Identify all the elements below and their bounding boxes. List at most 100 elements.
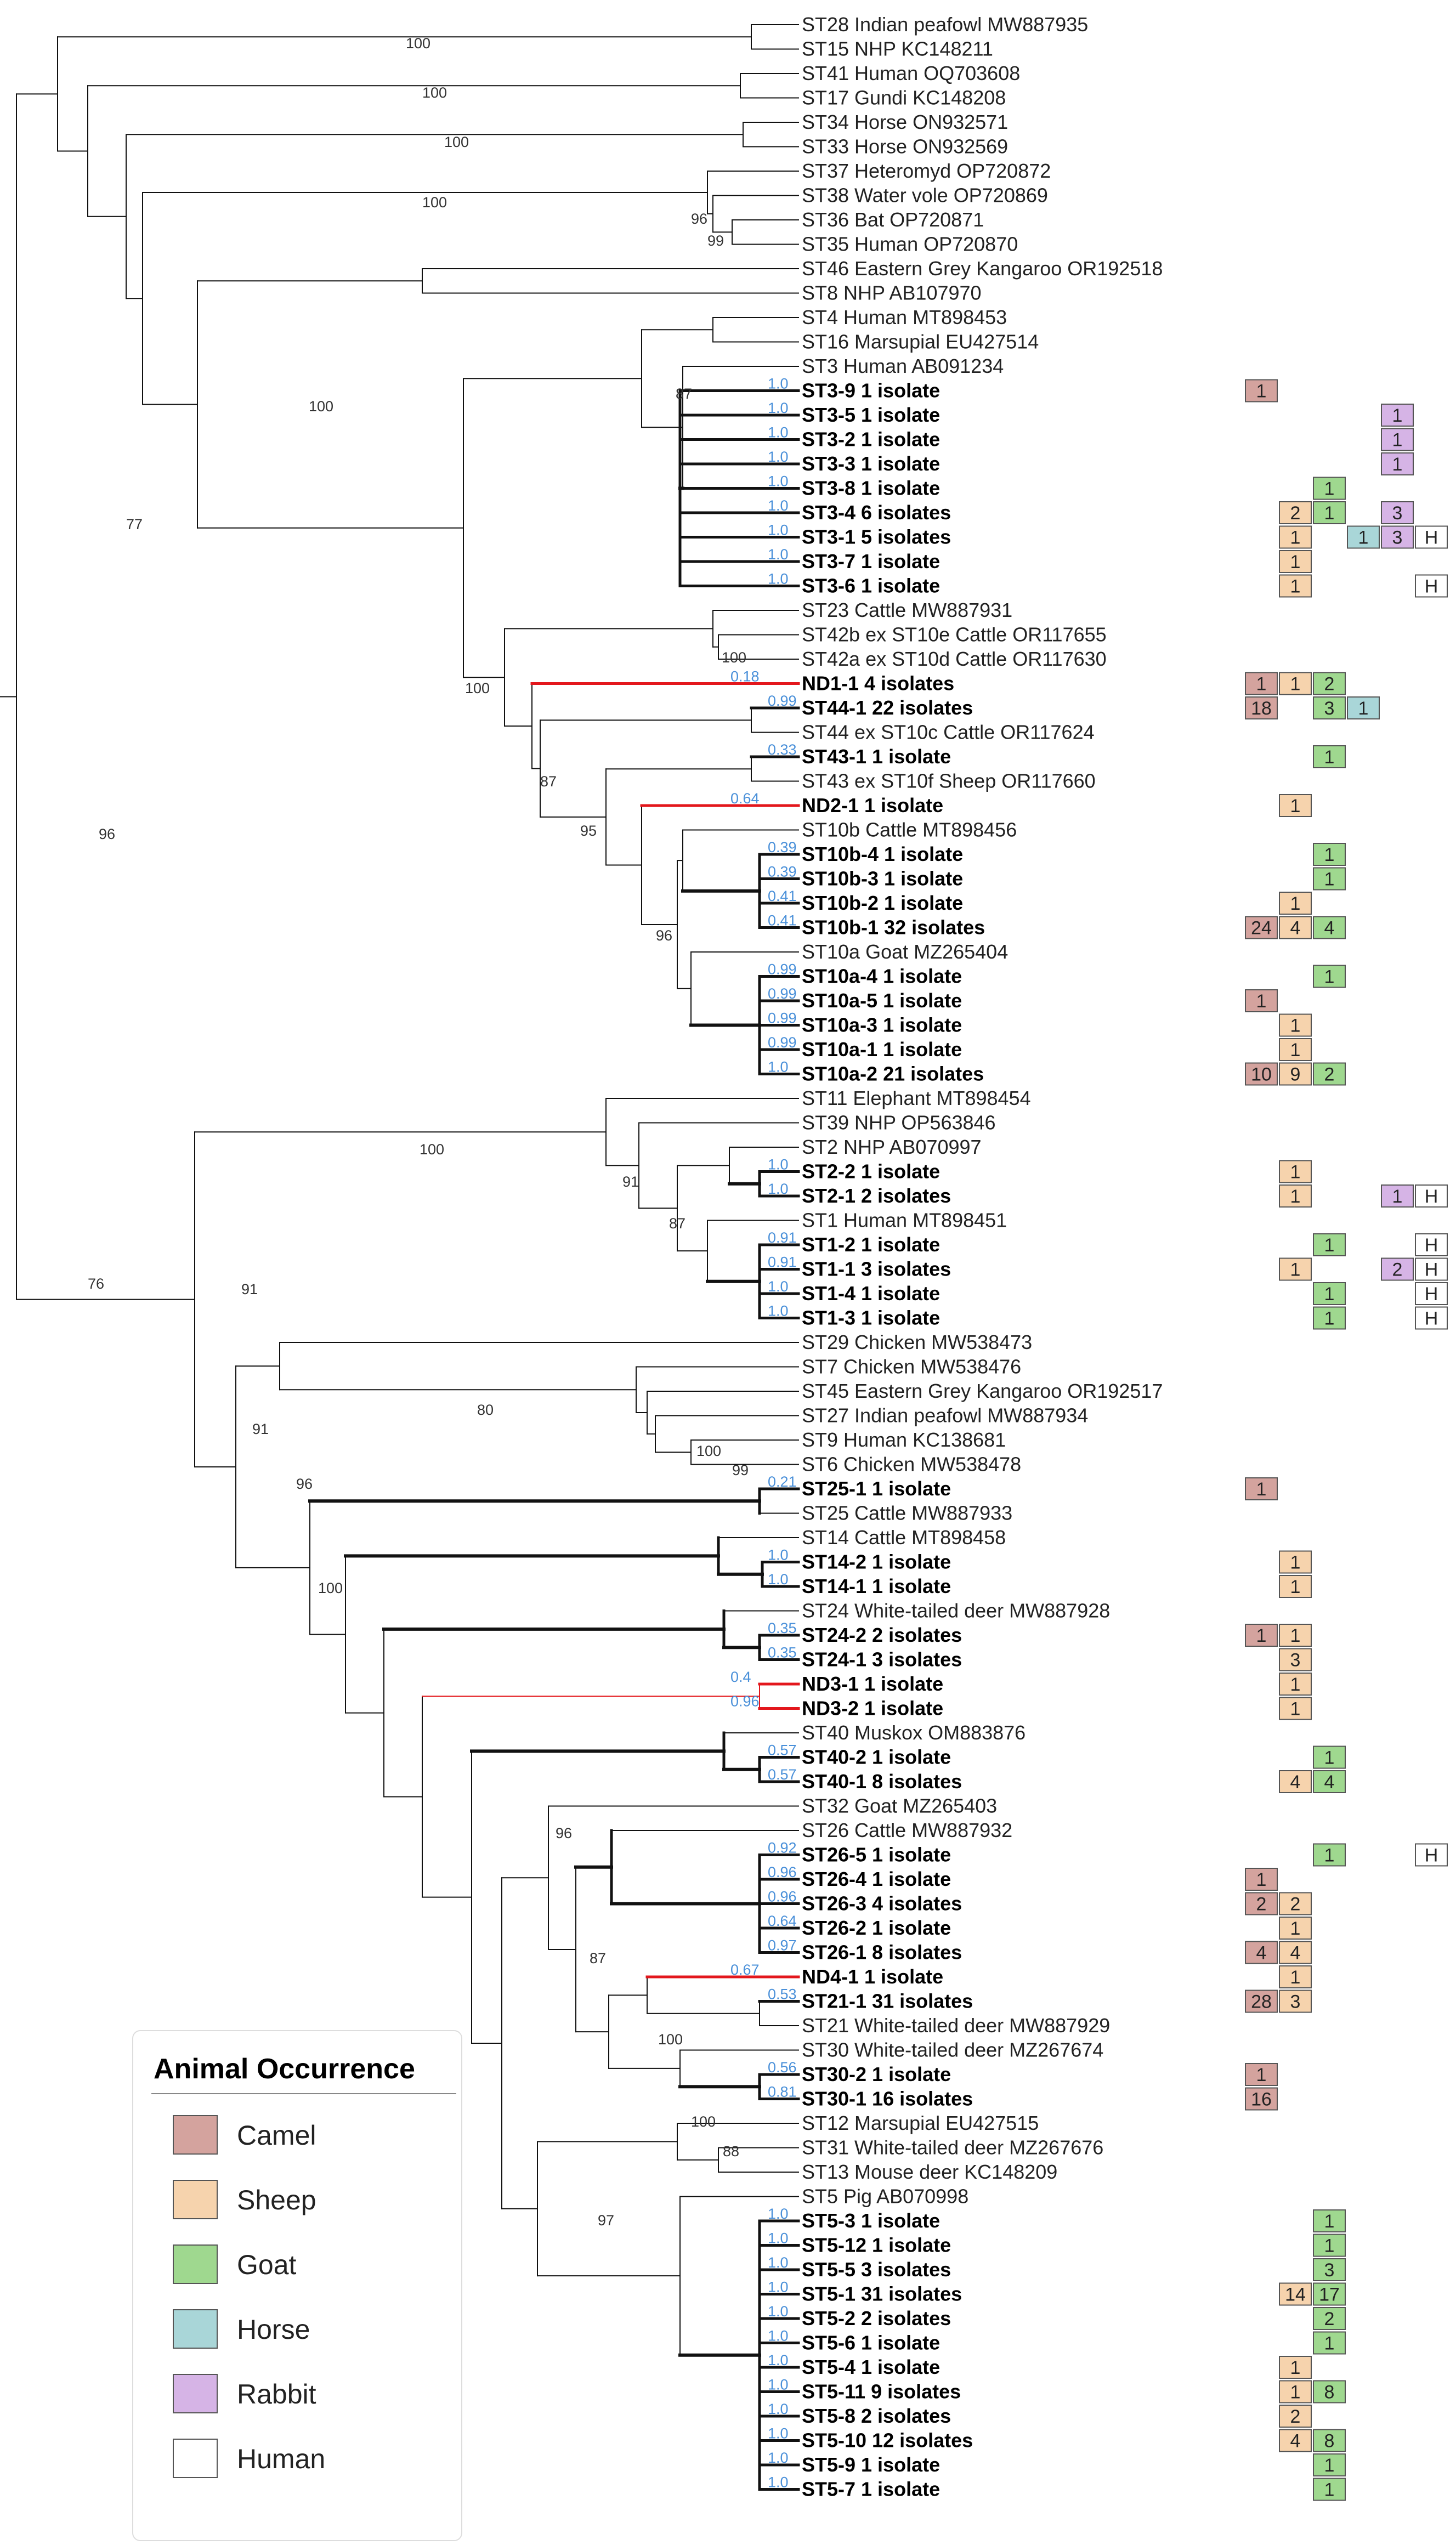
tip-label: ST3 Human AB091234 — [802, 355, 1004, 377]
occurrence-box-sheep: 1 — [1279, 1917, 1312, 1940]
occurrence-count: H — [1425, 576, 1438, 597]
occurrence-count: 2 — [1256, 1894, 1267, 1915]
occurrence-count: 1 — [1290, 528, 1301, 548]
posterior-probability: 1.0 — [768, 424, 789, 441]
occurrence-box-sheep: 1 — [1279, 1038, 1312, 1061]
occurrence-swatch — [1279, 1038, 1312, 1061]
tip-label: ST5-4 1 isolate — [802, 2356, 940, 2378]
occurrence-count: 1 — [1324, 1845, 1335, 1866]
occurrence-count: 10 — [1251, 1064, 1272, 1085]
occurrence-box-goat: 17 — [1313, 2282, 1346, 2306]
tip-label: ST44-1 22 isolates — [802, 696, 973, 719]
tip-label: ST42a ex ST10d Cattle OR117630 — [802, 648, 1107, 670]
tip-label: ST26-3 4 isolates — [802, 1892, 962, 1915]
posterior-probability: 0.35 — [768, 1620, 797, 1636]
bootstrap-support: 100 — [444, 134, 469, 150]
occurrence-count: 1 — [1324, 2211, 1335, 2232]
tip-label: ST5-11 9 isolates — [802, 2380, 961, 2403]
occurrence-box-sheep: 1 — [1279, 794, 1312, 817]
tip-label: ST3-7 1 isolate — [802, 550, 940, 573]
occurrence-swatch — [1313, 2234, 1346, 2257]
tip-label: ST13 Mouse deer KC148209 — [802, 2161, 1057, 2183]
occurrence-swatch — [1279, 574, 1312, 598]
tip-label: ND3-2 1 isolate — [802, 1697, 943, 1720]
occurrence-swatch — [1245, 916, 1278, 939]
bootstrap-support: 88 — [723, 2143, 739, 2159]
occurrence-box-sheep: 4 — [1279, 916, 1312, 939]
occurrence-box-goat: 8 — [1313, 2429, 1346, 2452]
occurrence-count: 1 — [1324, 869, 1335, 890]
tip-label: ND2-1 1 isolate — [802, 794, 943, 817]
tip-label: ST43 ex ST10f Sheep OR117660 — [802, 770, 1096, 792]
tip-label: ST40-2 1 isolate — [802, 1746, 951, 1769]
occurrence-box-camel: 1 — [1245, 1868, 1278, 1891]
occurrence-count: 1 — [1324, 2236, 1335, 2257]
occurrence-swatch — [1381, 1257, 1414, 1281]
posterior-probability: 1.0 — [768, 571, 789, 587]
posterior-probability: 0.41 — [768, 912, 797, 929]
tip-label: ST10b Cattle MT898456 — [802, 819, 1017, 841]
posterior-probability: 1.0 — [768, 400, 789, 416]
tip-label: ST10a-3 1 isolate — [802, 1014, 962, 1036]
occurrence-box-goat: 1 — [1313, 2331, 1346, 2355]
occurrence-swatch — [1279, 1892, 1312, 1915]
posterior-probability: 0.57 — [768, 1766, 797, 1783]
occurrence-swatch — [1279, 525, 1312, 549]
occurrence-box-sheep: 2 — [1279, 2405, 1312, 2428]
occurrence-box-goat: 1 — [1313, 1306, 1346, 1330]
tip-label: ND4-1 1 isolate — [802, 1965, 943, 1988]
occurrence-count: H — [1425, 1284, 1438, 1305]
occurrence-swatch — [1313, 2282, 1346, 2306]
occurrence-swatch — [1279, 550, 1312, 573]
occurrence-box-goat: 8 — [1313, 2380, 1346, 2404]
posterior-probability: 0.4 — [730, 1669, 751, 1685]
occurrence-box-sheep: 1 — [1279, 2356, 1312, 2379]
occurrence-swatch — [1245, 1892, 1278, 1915]
occurrence-swatch — [1245, 379, 1278, 403]
occurrence-swatch — [1415, 1843, 1448, 1867]
occurrence-box-goat: 2 — [1313, 672, 1346, 695]
occurrence-box-rabbit: 1 — [1381, 1184, 1414, 1208]
tip-label: ST27 Indian peafowl MW887934 — [802, 1404, 1088, 1427]
tip-label: ST34 Horse ON932571 — [802, 111, 1008, 133]
occurrence-count: 1 — [1290, 1967, 1301, 1988]
occurrence-count: 1 — [1256, 991, 1267, 1012]
occurrence-count: 1 — [1290, 1552, 1301, 1573]
occurrence-count: 28 — [1251, 1992, 1272, 2013]
occurrence-box-camel: 1 — [1245, 379, 1278, 403]
occurrence-swatch — [1381, 501, 1414, 524]
posterior-probability: 1.0 — [768, 1303, 789, 1319]
tip-label: ST24 White-tailed deer MW887928 — [802, 1600, 1110, 1622]
tip-label: ST15 NHP KC148211 — [802, 38, 993, 60]
tip-label: ST31 White-tailed deer MZ267676 — [802, 2136, 1103, 2159]
tip-label: ST46 Eastern Grey Kangaroo OR192518 — [802, 257, 1163, 280]
bootstrap-support: 91 — [252, 1421, 269, 1437]
occurrence-box-sheep: 1 — [1279, 550, 1312, 573]
occurrence-count: 1 — [1256, 674, 1267, 695]
tip-label: ST29 Chicken MW538473 — [802, 1331, 1032, 1353]
occurrence-swatch — [1245, 2087, 1278, 2111]
occurrence-swatch — [1313, 867, 1346, 891]
posterior-probability: 1.0 — [768, 1059, 789, 1075]
occurrence-swatch — [1313, 1306, 1346, 1330]
occurrence-box-sheep: 1 — [1279, 1160, 1312, 1183]
tip-label: ST5-7 1 isolate — [802, 2478, 940, 2501]
occurrence-swatch — [1245, 1941, 1278, 1964]
occurrence-count: 4 — [1324, 1772, 1335, 1793]
occurrence-swatch — [1279, 794, 1312, 817]
occurrence-box-goat: 1 — [1313, 1282, 1346, 1305]
occurrence-count: H — [1425, 1260, 1438, 1280]
legend-label-goat: Goat — [237, 2249, 297, 2280]
posterior-probability: 1.0 — [768, 2401, 789, 2417]
posterior-probability: 0.99 — [768, 1010, 797, 1027]
occurrence-swatch — [1313, 477, 1346, 500]
occurrence-swatch — [1279, 1184, 1312, 1208]
occurrence-count: 2 — [1392, 1260, 1403, 1280]
bootstrap-support: 96 — [656, 927, 672, 944]
occurrence-count: 1 — [1290, 1674, 1301, 1695]
occurrence-swatch — [1313, 965, 1346, 988]
tip-label: ST26-4 1 isolate — [802, 1868, 951, 1890]
tip-label: ST40-1 8 isolates — [802, 1770, 962, 1793]
posterior-probability: 0.56 — [768, 2059, 797, 2076]
